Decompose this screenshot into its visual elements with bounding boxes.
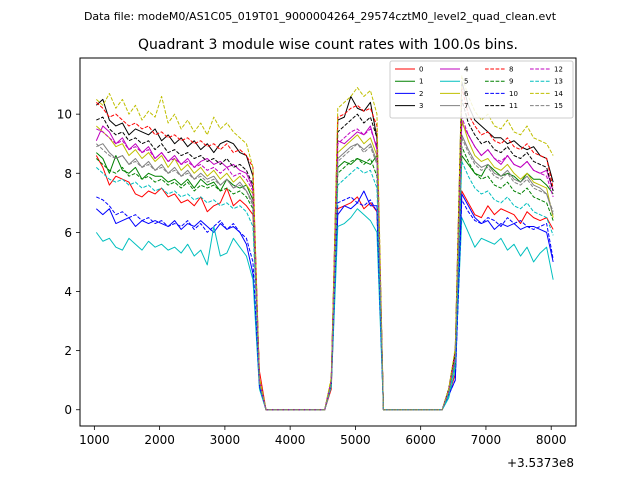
legend-label-11: 11	[509, 102, 518, 110]
legend-label-1: 1	[419, 78, 423, 86]
file-caption: Data file: modeM0/AS1C05_019T01_90000042…	[84, 10, 557, 23]
x-tick-label: 4000	[275, 433, 306, 447]
series-line-5	[95, 208, 554, 411]
series-line-11	[96, 98, 554, 411]
series-line-3	[95, 81, 554, 411]
legend-label-8: 8	[509, 66, 513, 74]
legend-label-3: 3	[419, 102, 423, 110]
series-line-6	[95, 119, 554, 411]
series-line-14	[95, 75, 554, 411]
chart-title: Quadrant 3 module wise count rates with …	[138, 37, 518, 53]
x-tick-label: 6000	[405, 433, 436, 447]
x-tick-label: 8000	[536, 433, 567, 447]
legend-label-12: 12	[554, 66, 563, 74]
legend-label-6: 6	[464, 90, 469, 98]
y-tick-label: 4	[64, 285, 72, 299]
series-line-0	[95, 155, 554, 411]
series-line-1	[95, 152, 554, 411]
legend-label-0: 0	[419, 66, 423, 74]
legend-box	[389, 60, 574, 119]
y-tick-label: 10	[57, 108, 72, 122]
series-line-7	[96, 134, 554, 411]
legend-label-13: 13	[554, 78, 563, 86]
legend-label-7: 7	[464, 102, 468, 110]
series-line-9	[95, 146, 554, 411]
x-axis: 1000 2000 3000 4000 5000 6000 7000 8000	[79, 426, 566, 447]
series-layer	[95, 75, 554, 411]
series-line-10	[96, 196, 554, 411]
x-tick-label: 2000	[144, 433, 175, 447]
series-line-13	[95, 160, 554, 411]
legend-label-10: 10	[509, 90, 518, 98]
legend-label-2: 2	[419, 90, 423, 98]
y-tick-label: 2	[64, 344, 72, 358]
legend-label-4: 4	[464, 66, 469, 74]
y-axis: 0 2 4 6 8 10	[57, 108, 80, 417]
x-tick-label: 5000	[340, 433, 371, 447]
legend-label-15: 15	[554, 102, 563, 110]
legend-label-14: 14	[554, 90, 563, 98]
x-tick-label: 3000	[210, 433, 241, 447]
axes-frame	[79, 57, 577, 427]
y-tick-label: 6	[64, 226, 72, 240]
series-line-8	[95, 87, 554, 411]
y-tick-label: 0	[64, 403, 72, 417]
legend-label-5: 5	[464, 78, 468, 86]
series-line-15	[95, 137, 554, 411]
x-tick-label: 7000	[471, 433, 502, 447]
y-tick-label: 8	[64, 167, 72, 181]
x-axis-offset-label: +3.5373e8	[507, 456, 574, 470]
x-tick-label: 1000	[79, 433, 110, 447]
legend-label-9: 9	[509, 78, 513, 86]
